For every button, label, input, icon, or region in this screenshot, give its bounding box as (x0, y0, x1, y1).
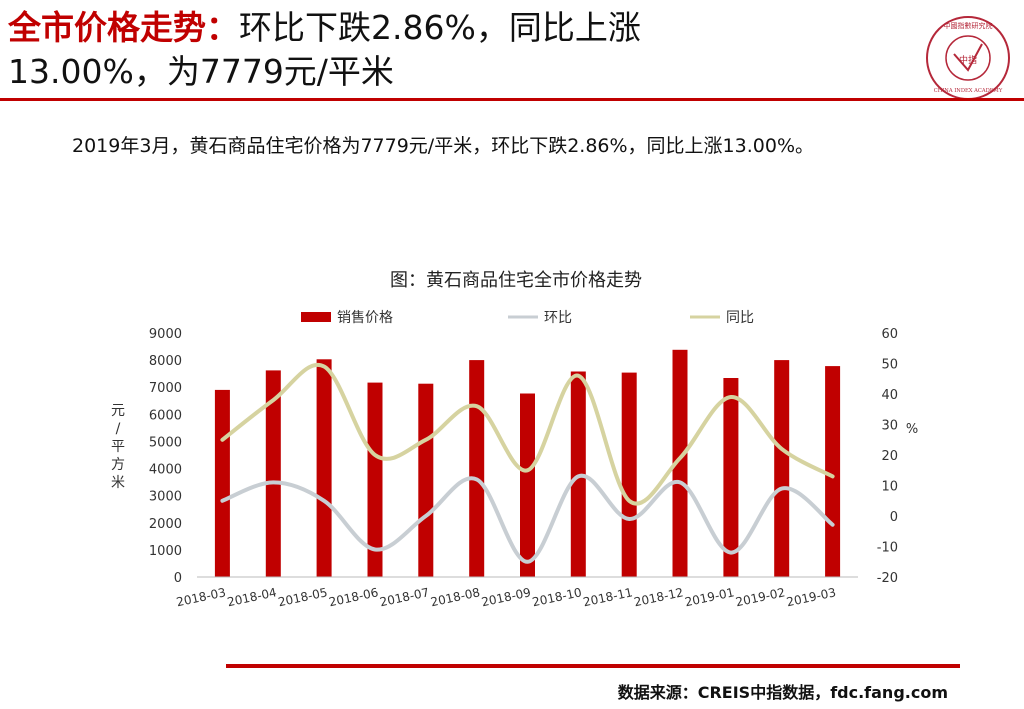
x-tick-label: 2018-04 (226, 585, 278, 609)
left-axis-label-char: 元 (111, 403, 125, 419)
left-tick-label: 5000 (149, 435, 182, 450)
price-bar (367, 382, 383, 577)
price-bar (214, 389, 230, 577)
chart-title: 图：黄石商品住宅全市价格走势 (390, 270, 642, 291)
right-tick-label: 20 (881, 449, 898, 464)
title-rest: 环比下跌2.86%，同比上涨 (239, 8, 641, 47)
right-tick-label: 40 (881, 388, 898, 403)
left-tick-label: 2000 (149, 517, 182, 532)
x-tick-label: 2019-01 (684, 585, 736, 609)
right-tick-label: -20 (877, 571, 898, 586)
left-tick-label: 6000 (149, 408, 182, 423)
right-tick-label: -10 (877, 541, 898, 556)
right-tick-label: 30 (881, 419, 898, 434)
x-tick-label: 2018-09 (480, 585, 532, 609)
title-divider (0, 98, 1024, 101)
logo-top-text: 中國指數研究院 (944, 21, 993, 30)
right-axis: -20 -10 0 10 20 30 40 50 60% (877, 327, 918, 586)
x-tick-label: 2018-12 (633, 585, 685, 609)
x-tick-label: 2019-03 (785, 585, 837, 609)
x-tick-label: 2018-11 (582, 585, 634, 609)
legend-label: 环比 (544, 310, 572, 326)
price-bar (520, 393, 535, 577)
right-tick-label: 0 (890, 510, 898, 525)
left-tick-label: 7000 (149, 381, 182, 396)
left-tick-label: 4000 (149, 463, 182, 478)
left-axis-label-char: 米 (111, 475, 125, 491)
left-tick-label: 3000 (149, 490, 182, 505)
data-source: 数据来源：CREIS中指数据，fdc.fang.com (617, 683, 948, 702)
legend-swatch-bar (301, 312, 331, 322)
price-bar (316, 359, 332, 577)
x-tick-label: 2018-06 (328, 585, 380, 609)
legend-label: 销售价格 (337, 310, 393, 326)
title-highlight: 全市价格走势： (8, 8, 239, 47)
left-axis-label-char: 方 (111, 457, 125, 473)
price-bar (825, 366, 841, 577)
page-title: 全市价格走势：环比下跌2.86%，同比上涨 13.00%，为7779元/平米 (8, 6, 908, 94)
left-tick-label: 0 (174, 571, 182, 586)
price-bar (570, 371, 586, 577)
x-tick-label: 2018-10 (531, 585, 583, 609)
right-tick-label: 60 (881, 327, 898, 342)
right-axis-label: % (906, 422, 918, 437)
price-bar (418, 383, 434, 577)
title-line2: 13.00%，为7779元/平米 (8, 52, 394, 91)
price-bar (774, 360, 790, 577)
left-axis-label-char: / (116, 421, 121, 437)
footer-divider (226, 664, 960, 668)
x-tick-label: 2018-03 (175, 585, 227, 609)
x-tick-label: 2018-07 (378, 585, 430, 609)
logo-ring-text: CHINA INDEX ACADEMY (934, 88, 1003, 94)
summary-text: 2019年3月，黄石商品住宅价格为7779元/平米，环比下跌2.86%，同比上涨… (72, 135, 815, 157)
line-series (220, 362, 835, 564)
logo-center-text: 中指 (959, 54, 977, 66)
x-tick-label: 2018-05 (277, 585, 329, 609)
price-bar (621, 372, 637, 577)
left-tick-label: 1000 (149, 544, 182, 559)
yoy-line (220, 362, 835, 506)
price-bar (672, 349, 688, 577)
left-axis-label-char: 平 (111, 439, 125, 455)
price-bar (723, 378, 739, 577)
price-bar (469, 360, 485, 577)
price-bar (265, 370, 281, 577)
chart-legend: 销售价格 环比 同比 (301, 310, 754, 326)
x-tick-label: 2018-08 (429, 585, 481, 609)
left-tick-label: 8000 (149, 354, 182, 369)
left-tick-label: 9000 (149, 327, 182, 342)
left-axis: 0 1000 2000 3000 4000 5000 6000 7000 8000 9000 元 / 平… (111, 327, 182, 586)
right-tick-label: 10 (881, 480, 898, 495)
legend-label: 同比 (726, 310, 754, 326)
x-tick-label: 2019-02 (734, 585, 786, 609)
x-axis: 2018-032018-042018-052018-062018-072018-… (175, 585, 837, 609)
bar-series (197, 349, 858, 578)
right-tick-label: 50 (881, 358, 898, 373)
mom-line (220, 473, 835, 564)
